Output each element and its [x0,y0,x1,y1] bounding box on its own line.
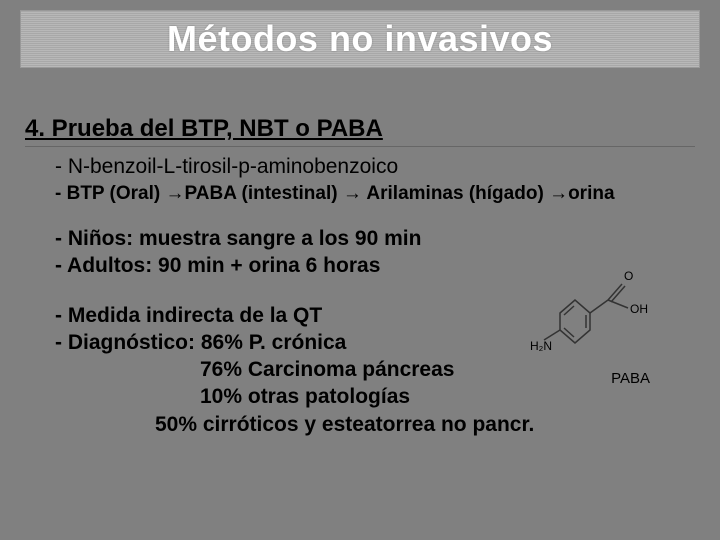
path-a: - BTP (Oral) [55,183,166,204]
arrow-icon: → [549,183,568,204]
arrow-icon: → [343,183,362,204]
diag-cirrhotic: 50% cirróticos y esteatorrea no pancr. [155,411,695,438]
oh-label: OH [630,302,648,316]
path-c: Arilaminas (hígado) [362,183,549,204]
path-d: orina [568,183,614,204]
arrow-icon: → [166,183,185,204]
h2n-label: H₂N [530,339,552,353]
timing-children: - Niños: muestra sangre a los 90 min [55,225,695,252]
path-b: PABA (intestinal) [185,183,343,204]
o-label: O [624,269,633,283]
slide-title: Métodos no invasivos [167,18,553,60]
paba-molecule-diagram: O OH H₂N [530,258,670,358]
compound-name: - N-benzoil-L-tirosil-p-aminobenzoico [55,155,695,179]
molecule-svg: O OH H₂N [530,258,670,358]
metabolic-path: - BTP (Oral) →PABA (intestinal) → Arilam… [55,183,695,205]
molecule-caption: PABA [611,370,650,387]
diag-other: 10% otras patologías [200,383,695,410]
section-heading: 4. Prueba del BTP, NBT o PABA [25,115,695,147]
title-bar: Métodos no invasivos [20,10,700,68]
